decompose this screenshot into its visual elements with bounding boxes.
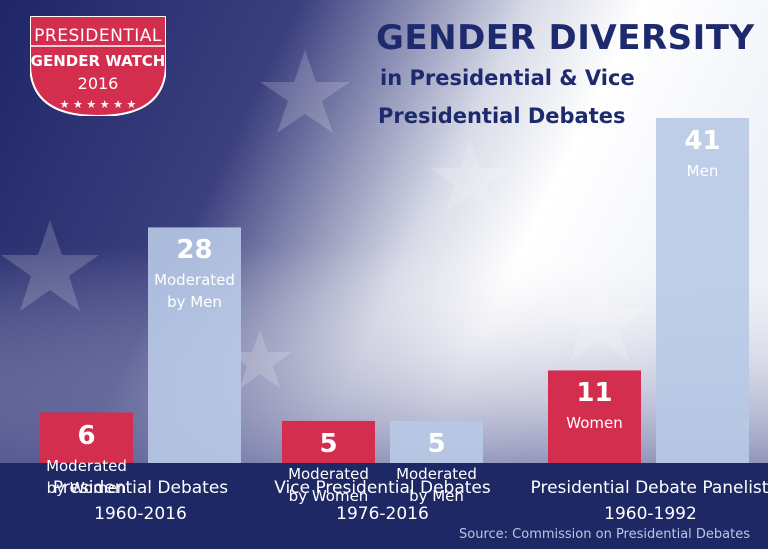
bar-men-3 bbox=[656, 118, 749, 463]
bar-women-1 bbox=[40, 412, 133, 463]
svg-text:★ ★ ★ ★ ★ ★: ★ ★ ★ ★ ★ ★ bbox=[60, 98, 137, 111]
category-period: 1976-2016 bbox=[336, 504, 429, 524]
chart-title: GENDER DIVERSITY bbox=[376, 18, 755, 58]
star-decorations bbox=[1, 50, 648, 388]
source-note: Source: Commission on Presidential Debat… bbox=[459, 527, 750, 542]
badge-line-2: GENDER WATCH bbox=[30, 52, 166, 70]
category-period: 1960-1992 bbox=[604, 504, 697, 524]
bar-women-2 bbox=[282, 420, 375, 463]
category-label: Vice Presidential Debates bbox=[274, 478, 491, 498]
bar-men-2 bbox=[390, 420, 483, 463]
bar-value-label: 11 bbox=[576, 378, 613, 409]
category-group-label: Vice Presidential Debates 1976-2016 bbox=[253, 475, 513, 527]
bars-group bbox=[40, 118, 749, 463]
bar-value-label: 28 bbox=[176, 235, 213, 266]
category-group-label: Presidential Debate Panelists 1960-1992 bbox=[531, 475, 768, 527]
bar-caption-label: Moderated by Men bbox=[396, 464, 477, 505]
bar-value-label: 5 bbox=[319, 428, 338, 459]
category-label: Presidential Debates bbox=[52, 478, 229, 498]
bar-men-1 bbox=[148, 227, 241, 463]
chart-subtitle-2: Presidential Debates bbox=[378, 104, 626, 128]
badge-stars-icon: ★ ★ ★ ★ ★ ★ bbox=[60, 98, 137, 111]
badge-line-1: PRESIDENTIAL bbox=[34, 26, 162, 46]
category-period: 1960-2016 bbox=[94, 504, 187, 524]
bar-value-label: 5 bbox=[427, 428, 446, 459]
category-label: Presidential Debate Panelists bbox=[530, 478, 768, 498]
bar-women-3 bbox=[548, 370, 641, 463]
bar-value-label: 6 bbox=[77, 420, 96, 451]
badge-line-3: 2016 bbox=[77, 74, 119, 93]
bar-value-label: 41 bbox=[684, 126, 721, 156]
bar-caption-label: Men bbox=[686, 162, 719, 180]
bar-caption-label: Moderated by Men bbox=[154, 271, 235, 312]
chart-subtitle-1: in Presidential & Vice bbox=[380, 66, 635, 90]
bar-caption-label: Moderated by Women bbox=[288, 464, 369, 505]
bar-caption-label: Moderated by Women bbox=[46, 456, 127, 497]
bar-caption-label: Women bbox=[566, 414, 623, 433]
gender-watch-badge: ★ ★ ★ ★ ★ ★ bbox=[30, 16, 166, 116]
category-group-label: Presidential Debates 1960-2016 bbox=[11, 475, 271, 527]
